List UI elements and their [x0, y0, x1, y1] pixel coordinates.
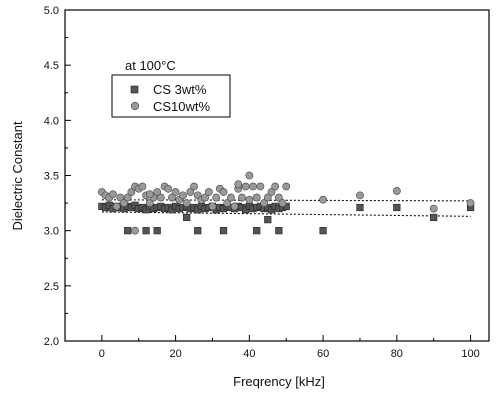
data-point-circle: [466, 199, 475, 207]
data-point-circle: [127, 188, 136, 196]
x-tick-label: 60: [317, 348, 329, 360]
x-tick-label: 80: [391, 348, 403, 360]
data-point-square: [264, 216, 272, 224]
y-tick-label: 5.0: [44, 5, 59, 17]
y-tick-label: 4.5: [44, 60, 59, 72]
data-point-circle: [112, 202, 121, 211]
legend-marker-cs10: [130, 101, 140, 111]
data-point-circle: [356, 191, 364, 200]
x-tick-label: 0: [99, 348, 105, 360]
annotation-temperature: at 100°C: [125, 58, 176, 73]
y-tick-label: 4.0: [44, 115, 59, 127]
legend-label-cs3: CS 3wt%: [153, 82, 207, 97]
data-point-circle: [201, 193, 210, 202]
data-point-circle: [190, 182, 198, 191]
data-point-square: [183, 213, 191, 222]
series-cs3: [98, 201, 475, 235]
data-point-circle: [223, 199, 232, 207]
legend-label-cs10: CS10wt%: [153, 99, 211, 114]
data-point-square: [253, 227, 261, 235]
legend-box: [111, 74, 231, 118]
data-point-circle: [138, 182, 147, 191]
data-point-square: [275, 227, 283, 235]
data-point-circle: [241, 182, 250, 191]
x-axis-title: Freqrency [kHz]: [233, 374, 325, 389]
data-point-circle: [123, 193, 132, 202]
data-point-circle: [245, 195, 254, 204]
data-point-circle: [164, 184, 173, 193]
legend: CS 3wt% CS10wt%: [111, 74, 231, 118]
x-tick-label: 100: [461, 348, 479, 360]
data-point-circle: [168, 193, 176, 202]
data-point-circle: [120, 199, 128, 207]
data-point-circle: [212, 193, 221, 202]
y-tick-label: 2.0: [44, 336, 59, 348]
data-point-square: [124, 227, 132, 235]
data-point-circle: [156, 193, 165, 202]
data-point-circle: [238, 193, 246, 202]
x-tick-label: 40: [243, 348, 255, 360]
data-point-square: [393, 203, 401, 212]
data-point-square: [153, 227, 161, 235]
data-point-circle: [145, 199, 154, 207]
data-point-circle: [429, 204, 438, 213]
data-point-circle: [234, 180, 243, 189]
data-point-circle: [171, 188, 180, 196]
data-point-circle: [245, 171, 254, 180]
y-axis-title: Dielectric Constant: [10, 121, 25, 230]
data-point-circle: [267, 188, 276, 196]
data-point-circle: [282, 182, 291, 191]
data-point-square: [430, 213, 438, 222]
data-point-circle: [145, 190, 154, 199]
data-point-circle: [319, 195, 327, 204]
y-tick-label: 3.5: [44, 171, 59, 183]
reference-line: [101, 199, 471, 202]
reference-line: [101, 211, 471, 217]
data-point-circle: [227, 193, 235, 202]
y-tick-label: 3.0: [44, 226, 59, 238]
legend-marker-cs3: [130, 85, 139, 94]
data-point-circle: [208, 202, 217, 211]
y-axis: 2.0 2.5 3.0 3.5 4.0 4.5 5.0: [44, 5, 71, 348]
data-point-circle: [131, 226, 139, 235]
data-point-circle: [249, 182, 257, 191]
data-point-circle: [204, 188, 213, 196]
data-point-square: [319, 227, 327, 235]
x-axis: 0 20 40 60 80 100: [64, 335, 480, 360]
x-tick-label: 20: [169, 348, 181, 360]
data-point-circle: [153, 188, 162, 196]
data-point-circle: [271, 182, 280, 191]
data-point-circle: [278, 199, 287, 207]
data-point-circle: [260, 199, 268, 207]
data-point-circle: [392, 187, 401, 195]
data-point-square: [142, 227, 150, 235]
data-points: [97, 171, 475, 235]
data-point-circle: [263, 193, 272, 202]
y-tick-label: 2.5: [44, 281, 59, 293]
data-point-circle: [274, 193, 283, 202]
data-point-circle: [219, 188, 228, 196]
data-point-square: [356, 203, 364, 212]
data-point-circle: [179, 191, 187, 200]
series-cs10: [97, 171, 475, 235]
data-point-circle: [109, 190, 117, 199]
data-point-square: [219, 227, 228, 235]
data-point-circle: [256, 182, 265, 191]
data-point-square: [194, 227, 202, 235]
data-point-circle: [230, 202, 239, 211]
data-point-circle: [186, 188, 195, 196]
data-point-circle: [182, 199, 191, 207]
data-point-circle: [252, 193, 261, 202]
